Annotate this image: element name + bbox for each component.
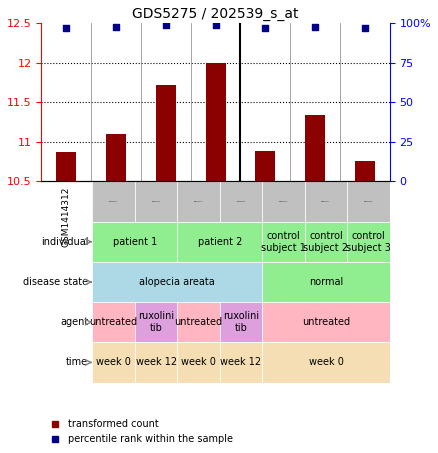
Title: GDS5275 / 202539_s_at: GDS5275 / 202539_s_at <box>132 7 299 21</box>
Text: GSM1414312: GSM1414312 <box>109 201 118 202</box>
Point <box>113 23 120 30</box>
Point <box>212 21 219 29</box>
Text: week 12: week 12 <box>135 357 177 367</box>
Text: patient 2: patient 2 <box>198 237 242 247</box>
Text: ruxolini
tib: ruxolini tib <box>138 311 174 333</box>
FancyBboxPatch shape <box>347 222 390 262</box>
Bar <box>355 161 375 181</box>
FancyBboxPatch shape <box>305 181 347 222</box>
FancyBboxPatch shape <box>177 222 262 262</box>
Text: untreated: untreated <box>174 317 223 327</box>
FancyBboxPatch shape <box>135 181 177 222</box>
Text: control
subject 2: control subject 2 <box>304 231 349 252</box>
Point <box>262 24 269 32</box>
Text: week 0: week 0 <box>308 357 343 367</box>
Text: disease state: disease state <box>23 277 88 287</box>
FancyBboxPatch shape <box>220 181 262 222</box>
Point <box>361 24 368 32</box>
FancyBboxPatch shape <box>220 342 262 382</box>
Bar <box>255 150 275 181</box>
FancyBboxPatch shape <box>92 222 177 262</box>
Text: week 12: week 12 <box>220 357 261 367</box>
Bar <box>57 152 76 181</box>
FancyBboxPatch shape <box>262 302 390 342</box>
FancyBboxPatch shape <box>92 342 135 382</box>
FancyBboxPatch shape <box>92 181 135 222</box>
FancyBboxPatch shape <box>177 342 220 382</box>
FancyBboxPatch shape <box>347 181 390 222</box>
Text: control
subject 1: control subject 1 <box>261 231 306 252</box>
FancyBboxPatch shape <box>262 181 305 222</box>
Text: untreated: untreated <box>89 317 138 327</box>
Text: GSM1414314: GSM1414314 <box>194 201 203 202</box>
Bar <box>156 85 176 181</box>
Text: patient 1: patient 1 <box>113 237 157 247</box>
Bar <box>205 63 226 181</box>
Text: control
subject 3: control subject 3 <box>346 231 391 252</box>
FancyBboxPatch shape <box>177 181 220 222</box>
FancyBboxPatch shape <box>220 302 262 342</box>
Text: alopecia areata: alopecia areata <box>139 277 215 287</box>
Text: GSM1414313: GSM1414313 <box>152 201 161 202</box>
Text: GSM1414315: GSM1414315 <box>237 201 246 202</box>
Text: individual: individual <box>41 237 88 247</box>
FancyBboxPatch shape <box>92 262 262 302</box>
FancyBboxPatch shape <box>262 342 390 382</box>
FancyBboxPatch shape <box>262 262 390 302</box>
FancyBboxPatch shape <box>305 222 347 262</box>
Text: time: time <box>66 357 88 367</box>
Text: untreated: untreated <box>302 317 350 327</box>
Bar <box>305 115 325 181</box>
Text: GSM1414318: GSM1414318 <box>364 201 373 202</box>
Point <box>162 21 170 29</box>
Text: GSM1414317: GSM1414317 <box>321 201 331 202</box>
Text: normal: normal <box>309 277 343 287</box>
Text: GSM1414316: GSM1414316 <box>279 201 288 202</box>
Point <box>63 24 70 32</box>
FancyBboxPatch shape <box>177 302 220 342</box>
FancyBboxPatch shape <box>262 222 305 262</box>
Text: week 0: week 0 <box>96 357 131 367</box>
Bar <box>106 134 126 181</box>
FancyBboxPatch shape <box>92 302 135 342</box>
Text: week 0: week 0 <box>181 357 216 367</box>
Point <box>311 23 318 30</box>
FancyBboxPatch shape <box>135 302 177 342</box>
Legend: transformed count, percentile rank within the sample: transformed count, percentile rank withi… <box>46 415 237 448</box>
FancyBboxPatch shape <box>135 342 177 382</box>
Text: agent: agent <box>60 317 88 327</box>
Text: ruxolini
tib: ruxolini tib <box>223 311 259 333</box>
